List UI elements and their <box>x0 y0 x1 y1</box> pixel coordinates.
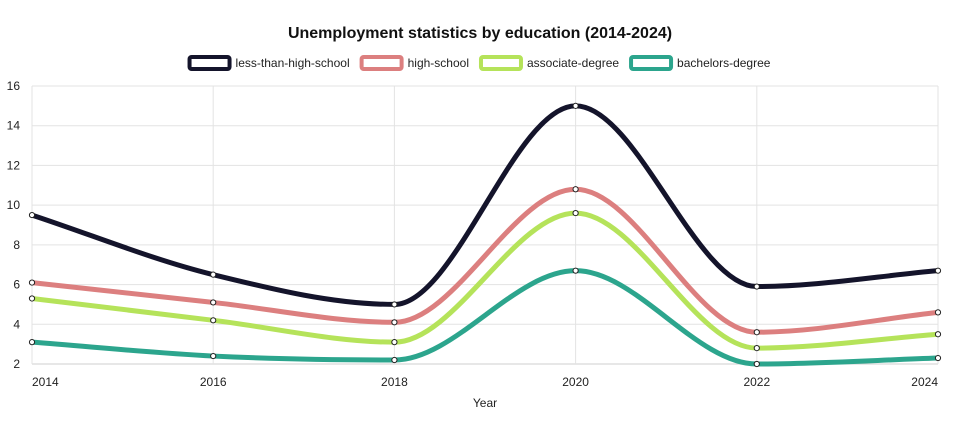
data-point-bachelors-degree <box>572 267 579 274</box>
y-tick-label: 6 <box>13 278 20 292</box>
data-point-associate-degree <box>391 339 398 346</box>
x-axis-ticks: 2014 2016 2018 2020 2022 2024 <box>32 375 938 389</box>
series-line-bachelors-degree <box>29 268 941 367</box>
data-point-bachelors-degree <box>391 356 398 364</box>
x-axis-title: Year <box>473 396 497 410</box>
data-point-less-than-high-school <box>391 301 398 308</box>
legend-swatch-high-school <box>359 55 404 71</box>
legend-swatch-associate-degree <box>478 55 523 71</box>
series-lines <box>29 103 941 367</box>
data-point-associate-degree <box>210 317 217 324</box>
data-point-high-school <box>753 329 760 336</box>
data-point-bachelors-degree <box>934 354 942 362</box>
data-point-bachelors-degree <box>753 360 760 368</box>
data-point-associate-degree <box>934 331 942 338</box>
x-tick-label: 2014 <box>32 375 59 389</box>
series-points <box>28 102 942 368</box>
legend-label: high-school <box>408 56 469 70</box>
data-point-less-than-high-school <box>572 102 579 109</box>
y-tick-label: 4 <box>13 317 20 331</box>
chart-title: Unemployment statistics by education (20… <box>288 25 672 42</box>
series-line-associate-degree <box>29 210 941 351</box>
y-tick-label: 8 <box>13 238 20 252</box>
data-point-high-school <box>391 319 398 326</box>
data-point-bachelors-degree <box>28 339 36 346</box>
y-tick-label: 10 <box>7 198 21 212</box>
legend: less-than-high-school high-school associat… <box>187 55 771 71</box>
y-tick-label: 2 <box>13 357 20 371</box>
x-tick-label: 2022 <box>743 375 770 389</box>
data-point-bachelors-degree <box>210 352 217 360</box>
data-point-less-than-high-school <box>210 271 217 278</box>
data-point-high-school <box>28 279 36 286</box>
x-tick-label: 2020 <box>562 375 589 389</box>
x-tick-label: 2016 <box>200 375 227 389</box>
data-point-high-school <box>934 309 942 316</box>
legend-label: less-than-high-school <box>236 56 350 70</box>
data-point-high-school <box>572 186 579 193</box>
y-tick-label: 12 <box>7 158 21 172</box>
y-tick-label: 16 <box>7 79 21 93</box>
data-point-less-than-high-school <box>753 283 760 290</box>
series-line-high-school <box>29 186 941 335</box>
data-point-associate-degree <box>28 295 36 302</box>
legend-swatch-less-than-high-school <box>187 55 232 71</box>
y-axis-ticks: 2 4 6 8 10 12 14 16 <box>7 79 21 371</box>
legend-label: bachelors-degree <box>677 56 771 70</box>
x-tick-label: 2018 <box>381 375 408 389</box>
data-point-high-school <box>210 299 217 306</box>
y-tick-label: 14 <box>7 119 21 133</box>
grid <box>31 85 939 365</box>
data-point-less-than-high-school <box>934 267 942 274</box>
x-tick-label: 2024 <box>911 375 938 389</box>
data-point-less-than-high-school <box>28 211 36 219</box>
legend-label: associate-degree <box>527 56 619 70</box>
data-point-associate-degree <box>572 209 579 217</box>
data-point-associate-degree <box>753 345 760 352</box>
legend-swatch-bachelors-degree <box>629 55 674 71</box>
